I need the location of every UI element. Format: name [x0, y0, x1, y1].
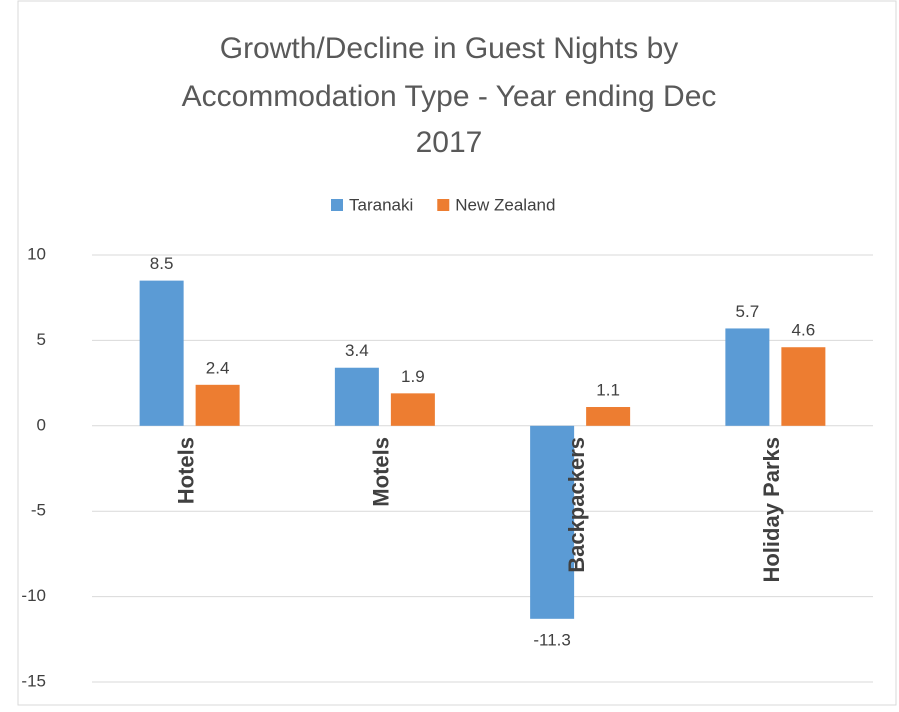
x-tick-label: Hotels	[173, 437, 198, 504]
data-label: 8.5	[150, 254, 174, 273]
data-label: 4.6	[792, 321, 816, 340]
y-tick-label: 0	[37, 415, 46, 434]
legend-label: Taranaki	[349, 195, 413, 214]
legend-swatch	[331, 199, 343, 211]
bar	[725, 328, 770, 426]
data-label: 1.1	[596, 380, 620, 399]
bar	[390, 393, 435, 426]
chart-title: Accommodation Type - Year ending Dec	[182, 80, 717, 113]
chart-title: Growth/Decline in Guest Nights by	[220, 32, 679, 65]
data-label: 5.7	[736, 302, 760, 321]
bar	[334, 367, 379, 426]
chart-title: 2017	[416, 126, 483, 159]
data-label: 1.9	[401, 367, 425, 386]
y-tick-label: -5	[31, 501, 46, 520]
y-tick-label: -15	[21, 671, 46, 690]
data-label: 2.4	[206, 358, 230, 377]
bar	[195, 384, 240, 426]
y-tick-label: -10	[21, 586, 46, 605]
legend-label: New Zealand	[455, 195, 555, 214]
data-label: -11.3	[533, 630, 571, 649]
bar	[781, 347, 826, 426]
x-tick-label: Backpackers	[564, 437, 589, 573]
data-label: 3.4	[345, 341, 369, 360]
bar	[139, 280, 184, 426]
bar	[530, 425, 575, 619]
legend-swatch	[437, 199, 450, 211]
y-tick-label: 5	[37, 330, 46, 349]
x-tick-label: Holiday Parks	[759, 437, 784, 583]
bar	[586, 407, 631, 426]
y-tick-label: 10	[27, 244, 46, 263]
x-tick-label: Motels	[369, 437, 394, 507]
